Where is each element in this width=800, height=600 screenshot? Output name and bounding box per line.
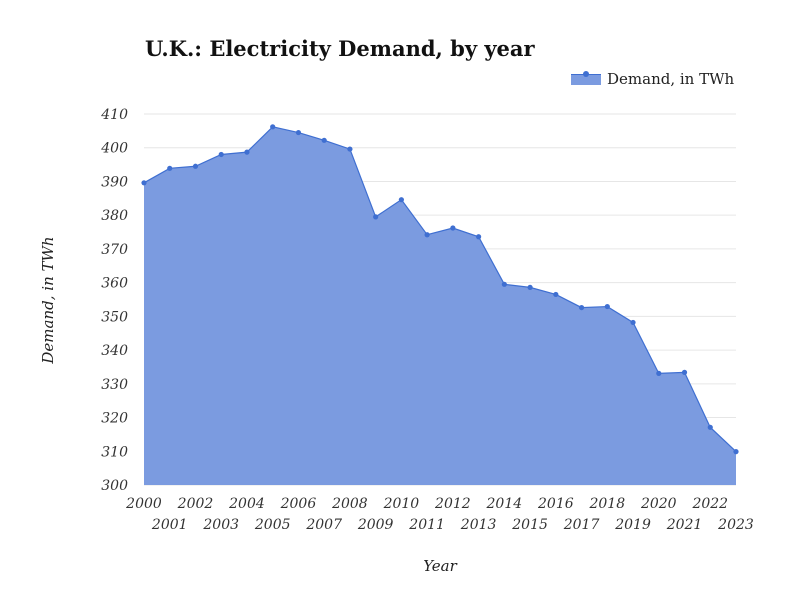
- data-point: [192, 163, 199, 169]
- data-point: [295, 129, 302, 136]
- y-tick-label: 380: [101, 208, 128, 224]
- data-point: [141, 180, 147, 186]
- x-tick-label: 2015: [511, 517, 548, 533]
- legend-label: Demand, in TWh: [607, 70, 735, 88]
- data-point: [321, 137, 327, 143]
- x-tick-label: 2013: [460, 517, 497, 533]
- chart-title: U.K.: Electricity Demand, by year: [145, 36, 535, 61]
- y-tick-label: 310: [101, 444, 128, 460]
- data-point: [656, 370, 662, 376]
- x-tick-label: 2019: [614, 517, 651, 533]
- x-tick-label: 2003: [202, 517, 239, 533]
- legend: Demand, in TWh: [571, 70, 734, 88]
- y-tick-label: 330: [101, 377, 128, 393]
- data-point: [681, 369, 688, 375]
- x-tick-label: 2009: [357, 517, 394, 533]
- x-tick-label: 2023: [717, 517, 754, 533]
- x-tick-label: 2002: [177, 496, 214, 512]
- legend-swatch: [571, 70, 601, 85]
- x-tick-label: 2016: [537, 496, 574, 512]
- y-tick-label: 400: [100, 141, 128, 157]
- x-tick-label: 2006: [280, 496, 317, 512]
- plot-area: [141, 124, 739, 485]
- x-tick-label: 2011: [408, 517, 445, 533]
- y-tick-label: 320: [101, 411, 128, 427]
- x-tick-label: 2012: [434, 496, 471, 512]
- data-point: [501, 281, 507, 287]
- data-point: [527, 284, 533, 290]
- data-point: [373, 214, 379, 220]
- x-axis-ticks: 2000 2001 2002 2003 2004 2005 2006 2007 2008 2009…: [125, 496, 754, 533]
- data-point: [450, 225, 456, 231]
- y-tick-label: 350: [101, 309, 128, 325]
- y-axis-ticks: 300 310 320 330 340 350 360 370 380 390 400 410: [100, 107, 128, 494]
- y-tick-label: 410: [100, 107, 128, 123]
- x-tick-label: 2005: [254, 517, 291, 533]
- y-tick-label: 360: [101, 276, 128, 292]
- x-tick-label: 2007: [305, 517, 342, 533]
- data-point: [424, 232, 430, 238]
- data-point: [604, 303, 610, 310]
- x-tick-label: 2020: [640, 496, 677, 512]
- data-point: [578, 304, 585, 311]
- x-tick-label: 2001: [151, 517, 188, 533]
- data-point: [347, 146, 353, 152]
- y-tick-label: 390: [101, 174, 128, 190]
- x-tick-label: 2021: [666, 517, 703, 533]
- data-point: [707, 424, 713, 430]
- data-point: [733, 449, 739, 455]
- series-line: [143, 126, 737, 453]
- data-point: [218, 151, 224, 158]
- y-tick-label: 340: [101, 343, 128, 359]
- x-tick-label: 2022: [691, 496, 728, 512]
- x-tick-label: 2017: [563, 517, 600, 533]
- data-point: [244, 149, 250, 155]
- data-point: [630, 319, 636, 326]
- data-point: [398, 197, 404, 203]
- data-point: [270, 124, 276, 130]
- x-tick-label: 2010: [383, 496, 420, 512]
- x-tick-label: 2000: [125, 496, 162, 512]
- x-tick-label: 2014: [486, 496, 523, 512]
- y-tick-label: 300: [101, 478, 128, 494]
- area-fill: [144, 126, 736, 485]
- y-axis-title: Demand, in TWh: [39, 236, 57, 364]
- data-point: [167, 165, 173, 171]
- x-axis-title: Year: [423, 557, 457, 575]
- data-point: [476, 234, 482, 240]
- y-tick-label: 370: [101, 242, 128, 258]
- x-tick-label: 2008: [331, 496, 368, 512]
- data-point: [553, 291, 559, 298]
- x-tick-label: 2018: [588, 496, 625, 512]
- x-tick-label: 2004: [228, 496, 265, 512]
